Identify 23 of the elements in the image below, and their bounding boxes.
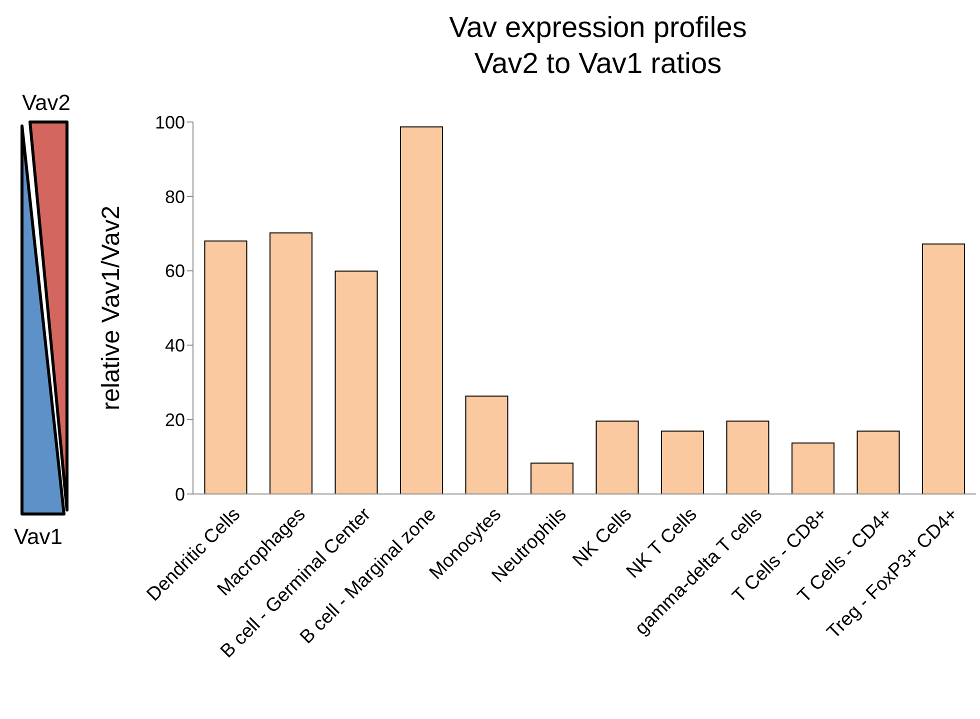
y-tick-label: 100 xyxy=(154,112,185,132)
y-tick-label: 40 xyxy=(164,336,185,356)
bar xyxy=(726,420,770,494)
bar xyxy=(922,244,965,494)
chart-subtitle: Vav2 to Vav1 ratios xyxy=(473,47,723,82)
chart-title: Vav expression profiles xyxy=(448,11,748,46)
y-tick-label: 60 xyxy=(164,261,185,282)
bar xyxy=(530,462,574,494)
bar xyxy=(204,240,248,494)
y-tick-label: 20 xyxy=(164,410,185,430)
bar xyxy=(660,430,704,494)
bar xyxy=(856,430,900,494)
bar xyxy=(596,420,639,494)
y-tick-label: 80 xyxy=(164,186,185,207)
text: Vav1 xyxy=(14,524,63,549)
text: Vav2 xyxy=(22,90,71,115)
bar xyxy=(791,442,834,494)
y-axis-title: relative Vav1/Vav2 xyxy=(96,206,125,410)
bar xyxy=(400,126,443,494)
bar xyxy=(465,396,508,494)
bar xyxy=(334,270,378,494)
y-tick-label: 0 xyxy=(174,484,185,504)
bar xyxy=(269,232,312,494)
